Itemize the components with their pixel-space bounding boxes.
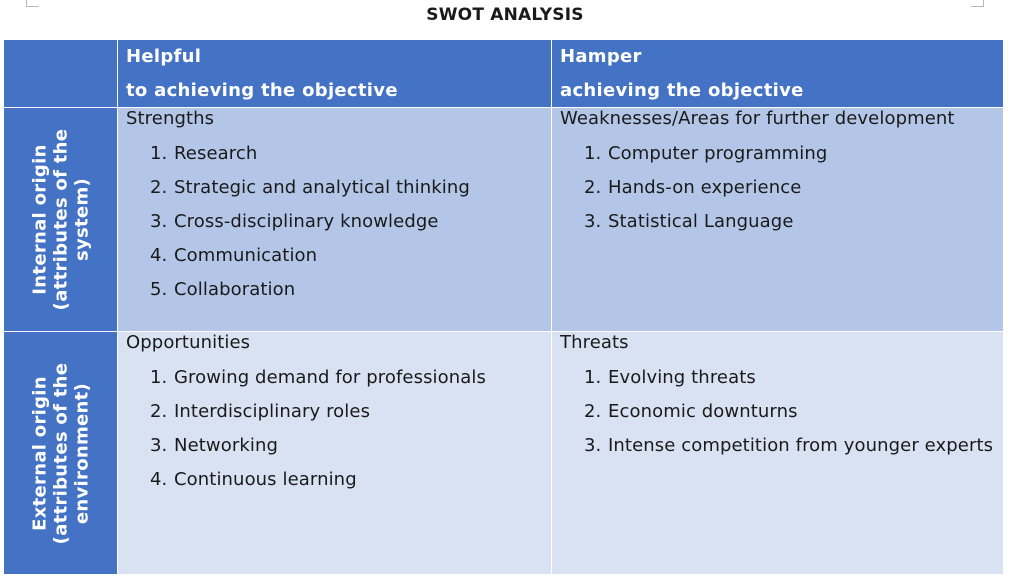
list-item: 1. Computer programming	[584, 142, 1003, 166]
list-item-text: Interdisciplinary roles	[174, 401, 371, 422]
quadrant-opportunities-label: Opportunities	[126, 332, 251, 353]
page-corner-mark-left	[26, 0, 39, 7]
list-item-text: Collaboration	[174, 279, 296, 300]
row-header-internal-title: Internal origin	[29, 144, 50, 295]
quadrant-threats-label: Threats	[560, 332, 629, 353]
list-item-text: Communication	[174, 245, 318, 266]
list-item-text: Continuous learning	[174, 469, 357, 490]
corner-cell	[4, 40, 118, 108]
list-item: 1. Evolving threats	[584, 366, 1003, 390]
list-item-number: 2.	[584, 177, 602, 198]
list-item-number: 4.	[150, 245, 168, 266]
list-item-text: Hands-on experience	[608, 177, 802, 198]
row-header-internal-sub2: system)	[71, 177, 92, 262]
list-item: 2. Strategic and analytical thinking	[150, 176, 551, 200]
list-item-number: 3.	[584, 211, 602, 232]
list-item-text: Evolving threats	[608, 367, 756, 388]
list-item-number: 1.	[584, 143, 602, 164]
list-item-number: 5.	[150, 279, 168, 300]
list-item-number: 1.	[584, 367, 602, 388]
list-item: 4. Continuous learning	[150, 468, 551, 492]
quadrant-strengths-label: Strengths	[126, 108, 215, 129]
list-item-number: 1.	[150, 367, 168, 388]
list-item: 2. Economic downturns	[584, 400, 1003, 424]
quadrant-threats: Threats 1. Evolving threats 2. Economic do…	[552, 332, 1004, 575]
column-header-helpful-title: Helpful	[126, 46, 202, 67]
weaknesses-list: 1. Computer programming 2. Hands-on experi…	[560, 142, 1003, 234]
list-item-text: Growing demand for professionals	[174, 367, 486, 388]
list-item-number: 2.	[150, 401, 168, 422]
list-item: 5. Collaboration	[150, 278, 551, 302]
quadrant-weaknesses: Weaknesses/Areas for further development…	[552, 108, 1004, 332]
row-header-external-sub2: environment)	[71, 382, 92, 524]
list-item: 3. Networking	[150, 434, 551, 458]
threats-list: 1. Evolving threats 2. Economic downturns …	[560, 366, 1003, 458]
list-item-number: 3.	[150, 435, 168, 456]
list-item-number: 1.	[150, 143, 168, 164]
quadrant-weaknesses-label: Weaknesses/Areas for further development	[560, 108, 955, 129]
page-title: SWOT ANALYSIS	[426, 5, 584, 25]
column-header-helpful: Helpful to achieving the objective	[118, 40, 552, 108]
list-item-text: Networking	[174, 435, 278, 456]
strengths-list: 1. Research 2. Strategic and analytical th…	[126, 142, 551, 302]
list-item: 1. Growing demand for professionals	[150, 366, 551, 390]
list-item: 2. Interdisciplinary roles	[150, 400, 551, 424]
column-header-hamper: Hamper achieving the objective	[552, 40, 1004, 108]
row-header-external-title: External origin	[29, 375, 50, 531]
list-item: 3. Intense competition from younger exper…	[584, 434, 1003, 458]
column-header-helpful-subtitle: to achieving the objective	[126, 80, 398, 101]
list-item-text: Research	[174, 143, 258, 164]
row-header-internal-sub1: (attributes of the	[50, 128, 71, 311]
list-item-text: Economic downturns	[608, 401, 798, 422]
list-item: 1. Research	[150, 142, 551, 166]
quadrant-opportunities: Opportunities 1. Growing demand for profe…	[118, 332, 552, 575]
page-corner-mark-right	[971, 0, 984, 7]
list-item-text: Strategic and analytical thinking	[174, 177, 470, 198]
column-header-hamper-title: Hamper	[560, 46, 642, 67]
column-header-hamper-subtitle: achieving the objective	[560, 80, 804, 101]
list-item-number: 4.	[150, 469, 168, 490]
list-item-text: Cross-disciplinary knowledge	[174, 211, 439, 232]
list-item: 3. Statistical Language	[584, 210, 1003, 234]
list-item: 4. Communication	[150, 244, 551, 268]
list-item-number: 3.	[150, 211, 168, 232]
opportunities-list: 1. Growing demand for professionals 2. Int…	[126, 366, 551, 492]
list-item: 3. Cross-disciplinary knowledge	[150, 210, 551, 234]
row-header-internal: Internal origin (attributes of the syste…	[4, 108, 118, 332]
quadrant-strengths: Strengths 1. Research 2. Strategic and ana…	[118, 108, 552, 332]
row-header-external-sub1: (attributes of the	[50, 362, 71, 544]
list-item-number: 2.	[150, 177, 168, 198]
list-item-number: 3.	[584, 435, 602, 456]
list-item-number: 2.	[584, 401, 602, 422]
swot-table: Helpful to achieving the objective Hampe…	[4, 40, 1004, 575]
list-item-text: Statistical Language	[608, 211, 794, 232]
list-item-text: Intense competition from younger experts	[608, 435, 994, 456]
row-header-external: External origin (attributes of the envir…	[4, 332, 118, 575]
list-item: 2. Hands-on experience	[584, 176, 1003, 200]
list-item-text: Computer programming	[608, 143, 828, 164]
